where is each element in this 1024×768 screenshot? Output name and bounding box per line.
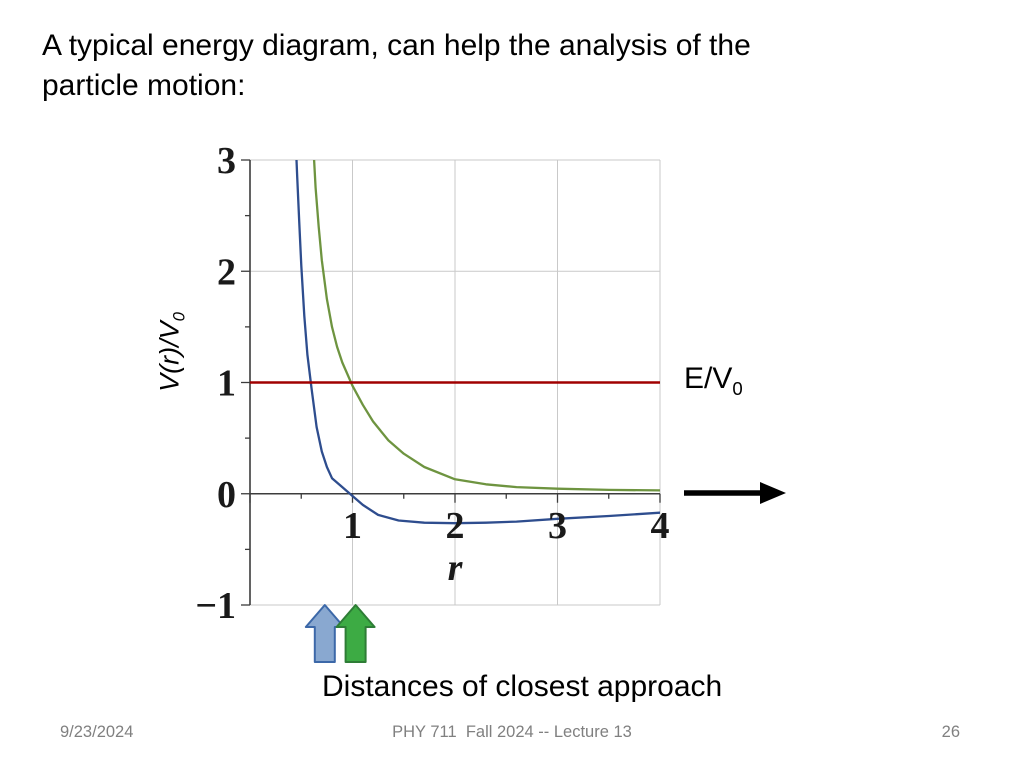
potential-well-curve-blue	[295, 160, 660, 525]
closest-approach-arrow-green-icon	[335, 604, 376, 663]
x-tick-label: 1	[343, 505, 362, 547]
right-arrow-icon	[684, 482, 786, 504]
y-tick-label: 0	[217, 474, 236, 516]
y-tick-label: 1	[217, 363, 236, 405]
x-tick-label: 2	[446, 505, 465, 547]
y-axis-label: V(r)/V0	[154, 312, 189, 392]
energy-level-label: E/V0	[684, 362, 743, 400]
x-tick-label: 4	[651, 505, 670, 547]
energy-diagram-plot: 3 2 1 0 −1 1 2 3 4 r	[195, 145, 670, 663]
y-tick-label: 2	[217, 251, 236, 293]
closest-approach-arrow-blue-icon	[304, 604, 345, 663]
footer-course: PHY 711 Fall 2024 -- Lecture 13	[392, 723, 632, 741]
slide-title: A typical energy diagram, can help the a…	[42, 26, 751, 105]
y-tick-label: 3	[217, 145, 236, 182]
slide-title-line-2: particle motion:	[42, 68, 246, 102]
repulsive-potential-curve-green	[312, 160, 660, 492]
y-tick-label: −1	[195, 585, 236, 627]
y-axis-label-sub: 0	[169, 312, 189, 322]
x-tick-label: 3	[548, 505, 567, 547]
y-axis-label-main: V(r)/V	[154, 321, 185, 392]
footer-date: 9/23/2024	[60, 723, 134, 741]
slide-title-line-1: A typical energy diagram, can help the a…	[42, 29, 751, 62]
caption-closest-approach: Distances of closest approach	[322, 670, 723, 703]
energy-level-label-sub: 0	[732, 378, 743, 399]
energy-level-label-main: E/V	[684, 362, 733, 395]
x-axis-label: r	[448, 547, 464, 589]
footer-page-number: 26	[941, 723, 960, 741]
